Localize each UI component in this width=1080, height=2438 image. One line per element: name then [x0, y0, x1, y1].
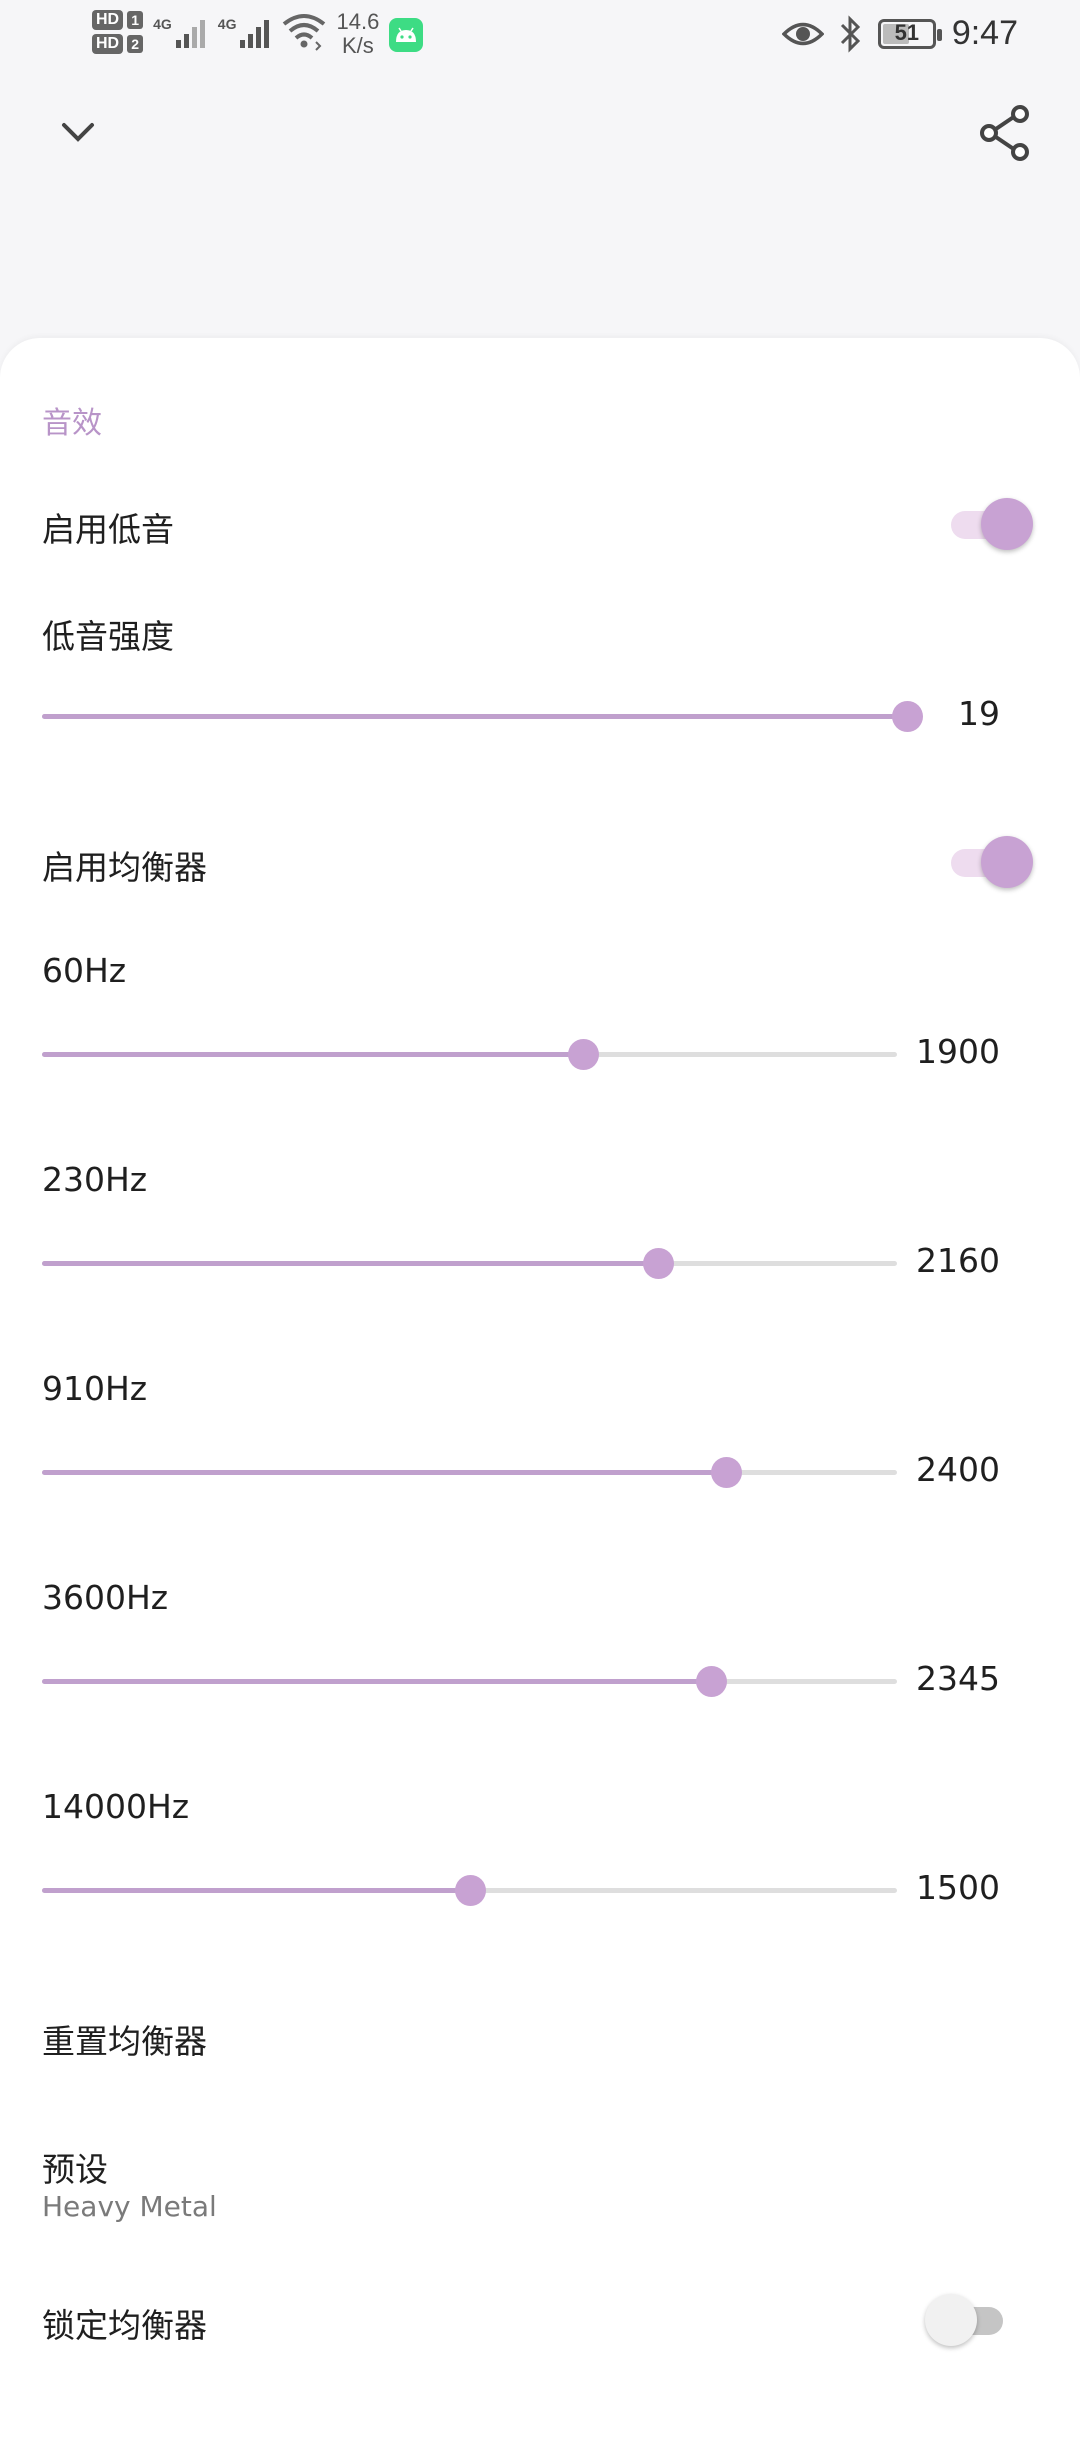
- band-230hz-label: 230Hz: [42, 1160, 148, 1199]
- reset-eq-button[interactable]: 重置均衡器: [42, 2022, 207, 2061]
- eq-enable-label[interactable]: 启用均衡器: [42, 848, 207, 887]
- battery-icon: 51: [877, 18, 942, 49]
- clock: 9:47: [951, 14, 1018, 52]
- preset-value: Heavy Metal: [42, 2190, 217, 2223]
- status-bar: HD 1 HD 2 4G 4G: [0, 0, 1080, 80]
- lock-eq-label[interactable]: 锁定均衡器: [42, 2306, 207, 2345]
- band-60hz-label: 60Hz: [42, 951, 127, 990]
- battery-level: 51: [894, 19, 920, 45]
- signal-icon: [175, 20, 205, 48]
- network-type-2: 4G: [217, 16, 237, 32]
- status-left: HD 1 HD 2 4G 4G: [92, 10, 424, 58]
- wifi-icon: [283, 14, 326, 51]
- bass-enable-label[interactable]: 启用低音: [42, 510, 174, 549]
- share-icon: [980, 105, 1029, 161]
- share-button[interactable]: [970, 98, 1040, 168]
- band-910hz-label: 910Hz: [42, 1369, 148, 1408]
- signal-icon: [240, 20, 270, 48]
- speed-unit: K/s: [342, 33, 374, 58]
- bass-enable-switch[interactable]: [945, 494, 1037, 554]
- band-14000hz-value: 1500: [916, 1868, 1000, 1907]
- network-type-1: 4G: [153, 16, 172, 32]
- band-230hz-value: 2160: [916, 1241, 1000, 1280]
- band-3600hz-slider[interactable]: [42, 1661, 897, 1701]
- slider-thumb[interactable]: [454, 1875, 486, 1906]
- bass-strength-label: 低音强度: [42, 617, 174, 656]
- section-title: 音效: [42, 406, 102, 441]
- audio-effects-sheet: 音效 启用低音 低音强度 19 启用均衡器 60Hz 1900 230Hz 21…: [0, 338, 1080, 2438]
- chevron-down-icon: [62, 123, 94, 142]
- android-icon: [389, 18, 424, 52]
- slider-thumb[interactable]: [568, 1039, 600, 1070]
- speed-value: 14.6: [336, 9, 380, 34]
- slider-thumb[interactable]: [695, 1666, 727, 1697]
- top-bar: [0, 90, 1080, 170]
- bass-strength-value: 19: [958, 694, 1000, 733]
- hd-badge-2: HD: [92, 34, 124, 54]
- band-60hz-slider[interactable]: [42, 1034, 897, 1074]
- band-910hz-value: 2400: [916, 1450, 1000, 1489]
- lock-eq-switch[interactable]: [925, 2290, 1017, 2350]
- bass-strength-slider[interactable]: [42, 696, 923, 736]
- slider-thumb[interactable]: [642, 1248, 674, 1279]
- band-60hz-value: 1900: [916, 1032, 1000, 1071]
- sim-number-2: 2: [127, 35, 144, 53]
- band-910hz-slider[interactable]: [42, 1452, 897, 1492]
- network-1: 4G: [153, 16, 208, 50]
- eye-icon: [781, 22, 824, 45]
- sim-indicators: HD 1 HD 2: [92, 10, 144, 54]
- band-14000hz-slider[interactable]: [42, 1870, 897, 1910]
- band-14000hz-label: 14000Hz: [42, 1787, 190, 1826]
- band-230hz-slider[interactable]: [42, 1243, 897, 1283]
- band-3600hz-value: 2345: [916, 1659, 1000, 1698]
- slider-thumb[interactable]: [711, 1457, 742, 1488]
- slider-thumb[interactable]: [892, 701, 923, 732]
- band-3600hz-label: 3600Hz: [42, 1578, 169, 1617]
- sim-number-1: 1: [127, 11, 144, 29]
- preset-label[interactable]: 预设: [42, 2150, 108, 2189]
- network-2: 4G: [218, 16, 273, 50]
- eq-enable-switch[interactable]: [945, 832, 1037, 892]
- bluetooth-icon: [840, 14, 860, 53]
- network-speed: 14.6 K/s: [336, 10, 379, 58]
- status-right: 51 9:47: [781, 14, 1018, 53]
- collapse-button[interactable]: [48, 102, 108, 162]
- hd-badge-1: HD: [92, 10, 124, 30]
